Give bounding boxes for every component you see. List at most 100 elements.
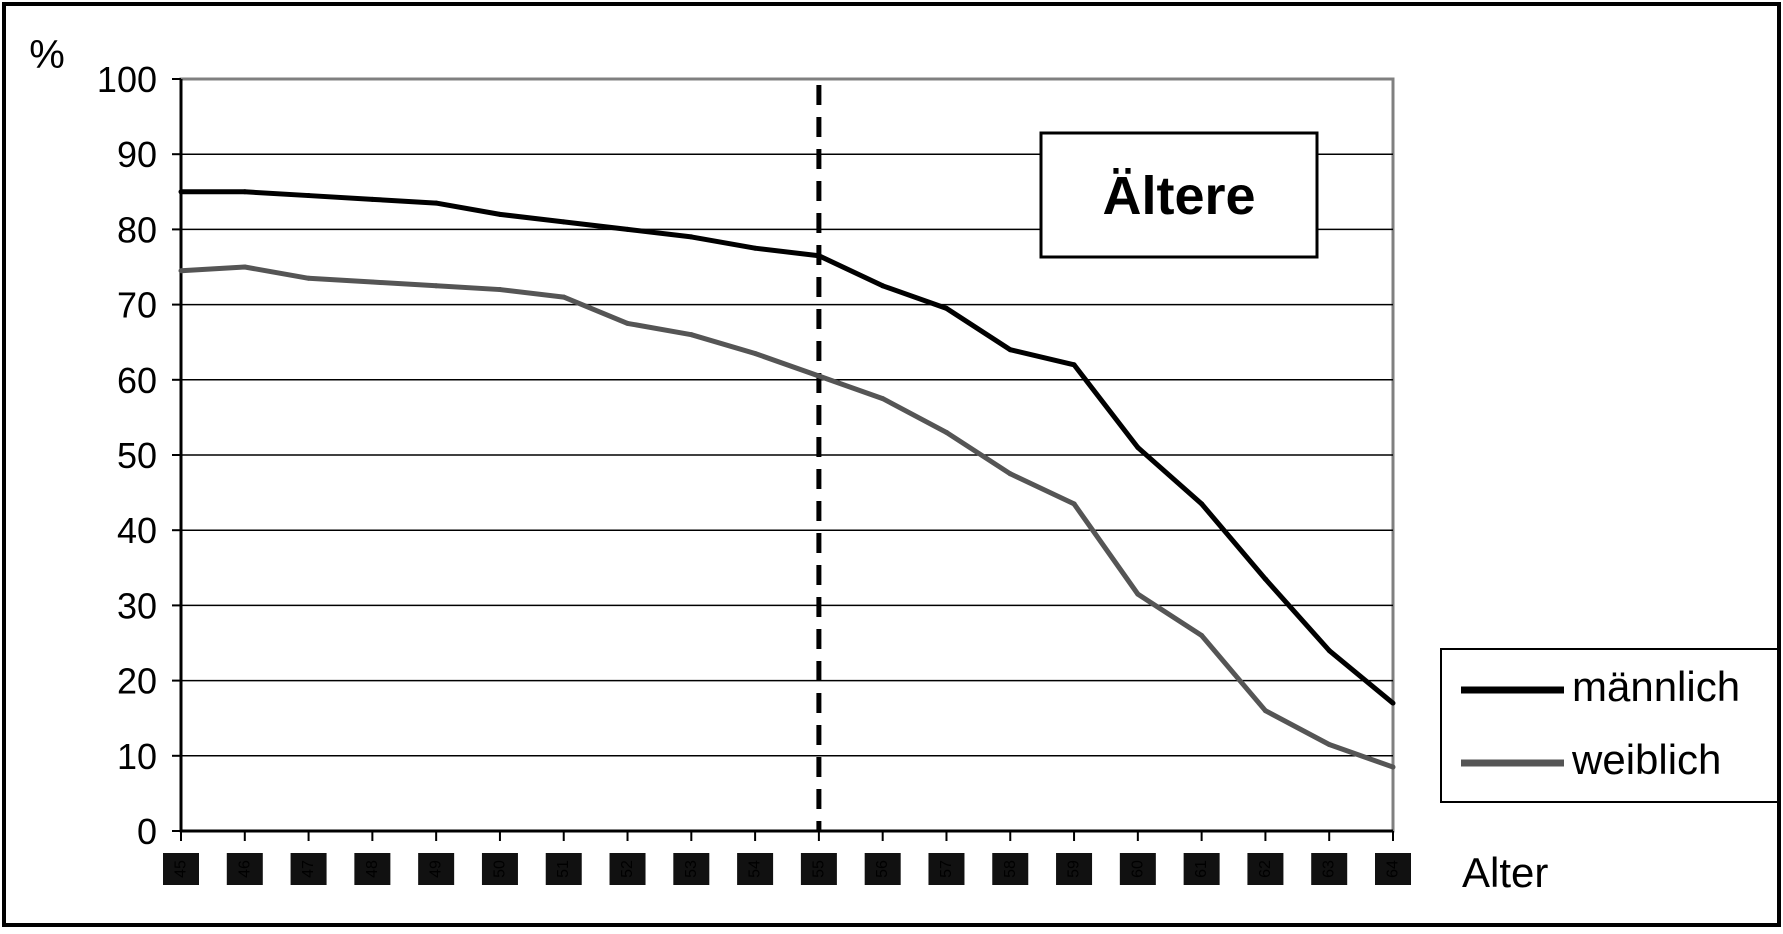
x-tick-tile-57 [928, 853, 965, 885]
point-1-46 [242, 264, 248, 270]
point-1-45 [178, 268, 184, 274]
x-tick-tile-51 [545, 853, 582, 885]
x-tick-label-63: 63 [1321, 860, 1338, 878]
legend-label-weiblich: weiblich [1571, 736, 1721, 783]
y-tick-label-70: 70 [117, 285, 157, 326]
point-0-54 [752, 245, 758, 251]
x-tick-label-51: 51 [555, 860, 572, 878]
point-1-55 [816, 373, 822, 379]
annotation-label: Ältere [1102, 166, 1255, 226]
x-tick-tile-49 [418, 853, 455, 885]
y-axis-title: % [29, 33, 65, 77]
annotation-frame [1039, 131, 1319, 259]
x-tick-tile-56 [864, 853, 901, 885]
x-tick-label-59: 59 [1066, 860, 1083, 878]
y-tick-label-0: 0 [137, 811, 157, 852]
point-0-58 [1007, 347, 1013, 353]
point-0-53 [688, 234, 694, 240]
point-1-62 [1262, 708, 1268, 714]
point-1-58 [1007, 471, 1013, 477]
x-tick-label-48: 48 [364, 860, 381, 878]
annotation-box: Ältere [1039, 131, 1319, 259]
point-1-49 [433, 283, 439, 289]
x-tick-tile-64 [1375, 853, 1411, 885]
point-0-57 [943, 305, 949, 311]
point-1-60 [1135, 591, 1141, 597]
legend: männlich weiblich [1440, 648, 1779, 803]
point-1-50 [497, 287, 503, 293]
x-tick-tile-47 [290, 853, 327, 885]
x-tick-tile-53 [673, 853, 710, 885]
point-0-52 [625, 226, 631, 232]
x-tick-label-45: 45 [173, 860, 190, 878]
x-tick-tile-61 [1183, 853, 1220, 885]
point-0-59 [1071, 362, 1077, 368]
x-tick-label-49: 49 [428, 860, 445, 878]
series-line-0 [181, 189, 1395, 706]
point-0-56 [880, 283, 886, 289]
x-tick-label-52: 52 [619, 860, 636, 878]
point-1-52 [625, 320, 631, 326]
x-tick-label-56: 56 [874, 860, 891, 878]
point-1-53 [688, 332, 694, 338]
x-tick-label-50: 50 [491, 860, 508, 878]
x-tick-label-61: 61 [1193, 860, 1210, 878]
point-1-59 [1071, 501, 1077, 507]
x-tick-label-62: 62 [1257, 860, 1274, 878]
point-1-61 [1199, 632, 1205, 638]
x-tick-label-54: 54 [747, 860, 764, 878]
y-tick-label-30: 30 [117, 585, 157, 626]
x-tick-tile-50 [481, 853, 518, 885]
y-tick-label-100: 100 [97, 59, 157, 100]
point-0-46 [242, 189, 248, 195]
x-tick-label-46: 46 [236, 860, 253, 878]
legend-label-maennlich: männlich [1572, 663, 1740, 710]
x-tick-tile-54 [737, 853, 774, 885]
point-1-56 [880, 396, 886, 402]
y-tick-label-50: 50 [117, 435, 157, 476]
point-1-57 [943, 429, 949, 435]
x-tick-label-64: 64 [1385, 860, 1402, 878]
series-group [178, 189, 1396, 770]
point-1-54 [752, 350, 758, 356]
point-0-62 [1262, 576, 1268, 582]
point-1-64 [1390, 764, 1396, 770]
point-0-55 [816, 253, 822, 259]
y-tick-label-40: 40 [117, 510, 157, 551]
x-tick-label-53: 53 [683, 860, 700, 878]
point-0-48 [369, 196, 375, 202]
point-0-50 [497, 211, 503, 217]
y-tick-label-60: 60 [117, 360, 157, 401]
x-tick-tile-58 [992, 853, 1029, 885]
x-tick-label-55: 55 [810, 860, 827, 878]
y-tick-label-80: 80 [117, 209, 157, 250]
x-axis-title: Alter [1462, 849, 1548, 896]
x-tick-tile-62 [1247, 853, 1284, 885]
point-1-51 [561, 294, 567, 300]
y-tick-label-20: 20 [117, 661, 157, 702]
point-1-48 [369, 279, 375, 285]
point-0-64 [1390, 700, 1396, 706]
point-0-51 [561, 219, 567, 225]
x-tick-label-57: 57 [938, 860, 955, 878]
point-0-60 [1135, 444, 1141, 450]
x-tick-tile-59 [1056, 853, 1093, 885]
x-axis: 45 46 47 48 49 50 51 52 53 54 55 56 57 58 59 60 61 62 63 64 [163, 829, 1411, 885]
x-tick-tile-52 [609, 853, 646, 885]
point-0-61 [1199, 501, 1205, 507]
point-0-45 [178, 189, 184, 195]
point-1-47 [306, 275, 312, 281]
x-tick-label-58: 58 [1002, 860, 1019, 878]
x-tick-tile-63 [1311, 853, 1348, 885]
x-tick-tile-60 [1119, 853, 1156, 885]
point-1-63 [1326, 742, 1332, 748]
point-0-49 [433, 200, 439, 206]
y-axis: 0 10 20 30 40 50 60 70 80 90 100 [97, 59, 183, 852]
legend-frame [1440, 648, 1779, 803]
point-0-63 [1326, 648, 1332, 654]
x-tick-tile-45 [163, 853, 199, 885]
point-0-47 [306, 193, 312, 199]
x-tick-label-47: 47 [300, 860, 317, 878]
